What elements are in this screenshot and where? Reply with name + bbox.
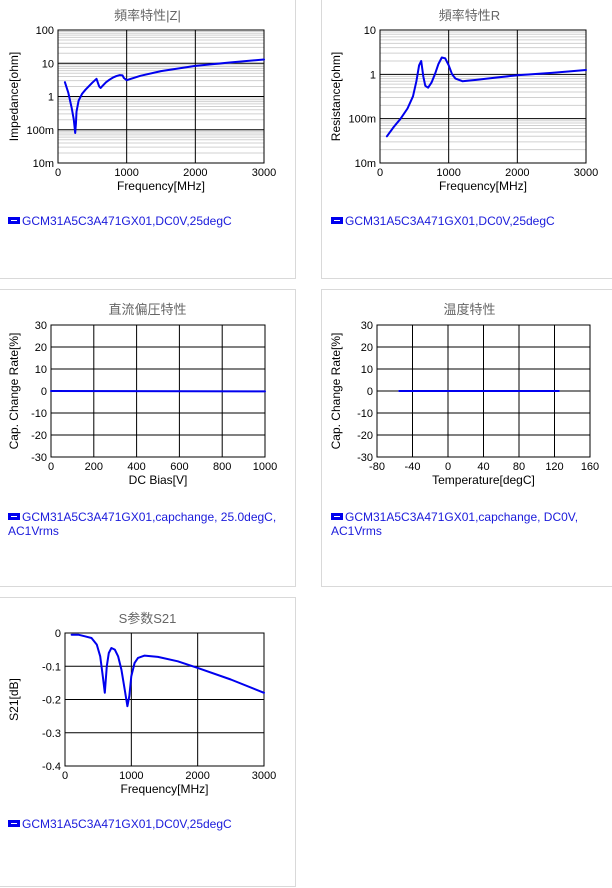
y-tick-label: 20 — [35, 342, 47, 354]
y-tick-label: -0.3 — [42, 728, 61, 740]
y-tick-label: -20 — [357, 430, 373, 442]
x-tick-label: 3000 — [574, 167, 598, 179]
y-tick-label: 0 — [41, 386, 47, 398]
y-tick-label: 100 — [36, 25, 54, 37]
legend-label: GCM31A5C3A471GX01,capchange, DC0V, AC1Vr… — [331, 510, 578, 538]
chart-legend: GCM31A5C3A471GX01,DC0V,25degC — [8, 214, 293, 228]
chart-legend: GCM31A5C3A471GX01,DC0V,25degC — [8, 817, 293, 831]
x-tick-label: 3000 — [252, 167, 276, 179]
x-tick-label: 800 — [213, 461, 231, 473]
y-tick-label: 0 — [55, 628, 61, 640]
chart-dc-bias: -30 -20 -10 0 10 20 30 0 200 400 600 800 1000 DC Bias… — [0, 290, 297, 588]
y-tick-label: -30 — [31, 452, 47, 464]
x-axis-label: Frequency[MHz] — [120, 782, 208, 796]
x-tick-label: 2000 — [505, 167, 529, 179]
y-tick-label: 10m — [33, 158, 54, 170]
y-tick-label: 0 — [367, 386, 373, 398]
y-tick-label: -0.1 — [42, 661, 61, 673]
plot-frame — [380, 30, 586, 163]
y-axis-label: Resistance[ohm] — [329, 52, 343, 141]
y-tick-label: 1 — [48, 92, 54, 104]
x-tick-label: 0 — [62, 770, 68, 782]
x-tick-label: 3000 — [252, 770, 276, 782]
legend-swatch — [8, 217, 20, 224]
legend-swatch — [8, 513, 20, 520]
x-tick-label: 1000 — [436, 167, 460, 179]
x-tick-label: 0 — [377, 167, 383, 179]
y-tick-label: 20 — [361, 342, 373, 354]
legend-swatch — [331, 217, 343, 224]
y-axis-label: Cap. Change Rate[%] — [329, 333, 343, 450]
y-tick-label: -0.4 — [42, 761, 61, 773]
y-tick-label: 10 — [35, 364, 47, 376]
x-tick-label: 40 — [477, 461, 489, 473]
chart-legend: GCM31A5C3A471GX01,DC0V,25degC — [331, 214, 611, 228]
legend-label: GCM31A5C3A471GX01,DC0V,25degC — [22, 817, 232, 831]
legend-label: GCM31A5C3A471GX01,capchange, 25.0degC, A… — [8, 510, 276, 538]
chart-legend: GCM31A5C3A471GX01,capchange, 25.0degC, A… — [8, 510, 293, 538]
x-tick-label: 1000 — [114, 167, 138, 179]
series-line — [387, 58, 586, 137]
x-tick-label: 600 — [170, 461, 188, 473]
y-tick-label: 10 — [42, 58, 54, 70]
y-tick-label: 100m — [348, 114, 376, 126]
legend-label: GCM31A5C3A471GX01,DC0V,25degC — [22, 214, 232, 228]
x-axis-label: DC Bias[V] — [129, 473, 188, 487]
series-line — [72, 635, 264, 707]
legend-label: GCM31A5C3A471GX01,DC0V,25degC — [345, 214, 555, 228]
x-tick-label: -40 — [405, 461, 421, 473]
y-tick-label: -10 — [357, 408, 373, 420]
legend-swatch — [331, 513, 343, 520]
x-axis-label: Temperature[degC] — [432, 473, 535, 487]
y-tick-label: -20 — [31, 430, 47, 442]
x-tick-label: 0 — [445, 461, 451, 473]
x-tick-label: 2000 — [185, 770, 209, 782]
y-tick-label: 1 — [370, 69, 376, 81]
y-tick-label: 10m — [355, 158, 376, 170]
chart-s21: -0.4 -0.3 -0.2 -0.1 0 0 1000 2000 3000 Frequency[… — [0, 598, 297, 888]
y-tick-label: 30 — [361, 320, 373, 332]
x-axis-label: Frequency[MHz] — [117, 179, 205, 193]
x-tick-label: 200 — [85, 461, 103, 473]
y-tick-label: -0.2 — [42, 695, 61, 707]
y-axis-label: Cap. Change Rate[%] — [7, 333, 21, 450]
y-tick-label: 10 — [364, 25, 376, 37]
x-tick-label: 1000 — [119, 770, 143, 782]
x-tick-label: 160 — [581, 461, 599, 473]
chart-legend: GCM31A5C3A471GX01,capchange, DC0V, AC1Vr… — [331, 510, 611, 538]
y-tick-label: 10 — [361, 364, 373, 376]
x-axis-label: Frequency[MHz] — [439, 179, 527, 193]
x-tick-label: -80 — [369, 461, 385, 473]
y-axis-label: S21[dB] — [7, 678, 21, 721]
x-tick-label: 0 — [55, 167, 61, 179]
y-tick-label: 30 — [35, 320, 47, 332]
x-tick-label: 120 — [545, 461, 563, 473]
chart-resistance: 10m 100m 1 10 0 1000 2000 3000 Frequency[MHz] Res… — [322, 0, 612, 280]
x-tick-label: 400 — [127, 461, 145, 473]
y-tick-label: 100m — [26, 125, 54, 137]
legend-swatch — [8, 820, 20, 827]
y-axis-label: Impedance[ohm] — [7, 52, 21, 141]
x-tick-label: 1000 — [253, 461, 277, 473]
x-tick-label: 2000 — [183, 167, 207, 179]
x-tick-label: 80 — [513, 461, 525, 473]
y-tick-label: -10 — [31, 408, 47, 420]
x-tick-label: 0 — [48, 461, 54, 473]
